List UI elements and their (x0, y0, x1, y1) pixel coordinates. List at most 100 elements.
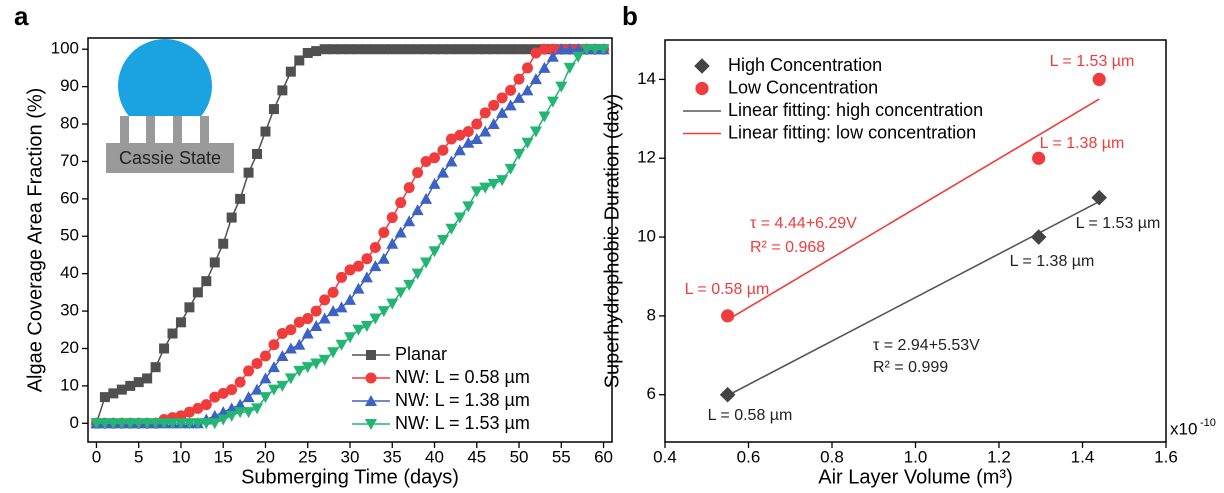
marker (115, 418, 128, 430)
marker (318, 312, 331, 324)
marker (445, 223, 458, 235)
marker (428, 246, 441, 258)
marker (285, 66, 296, 77)
marker (277, 85, 288, 96)
marker (360, 321, 373, 333)
marker (454, 44, 465, 55)
x-tick-label: 0.8 (820, 447, 844, 466)
legend-label: High Concentration (728, 55, 882, 75)
marker (497, 44, 508, 55)
marker (361, 253, 373, 265)
marker (429, 152, 441, 164)
marker (555, 81, 568, 93)
y-tick-label: 6 (647, 384, 656, 403)
marker (217, 414, 230, 426)
marker (208, 409, 221, 421)
marker (284, 373, 297, 385)
marker (208, 418, 221, 430)
marker (209, 257, 220, 268)
marker (446, 44, 457, 55)
marker (421, 44, 432, 55)
marker (235, 193, 246, 204)
marker (428, 177, 441, 189)
marker (436, 235, 449, 246)
y-axis-label: Superhydrophobic Duration (day) (601, 94, 623, 389)
marker (125, 380, 136, 391)
marker (529, 73, 542, 85)
annotation: L = 1.38 µm (1010, 253, 1095, 270)
marker (318, 354, 331, 366)
annotation: L = 1.53 µm (1050, 53, 1135, 70)
marker (1030, 229, 1047, 245)
marker (546, 50, 559, 62)
y-tick-label: 8 (647, 305, 656, 324)
marker (311, 46, 322, 57)
marker (488, 99, 500, 111)
marker (175, 317, 186, 328)
x-tick-label: 20 (256, 447, 275, 466)
x-tick-label: 60 (594, 447, 613, 466)
marker (201, 276, 212, 287)
marker (521, 84, 534, 96)
marker (319, 294, 331, 306)
y-axis-label: Algae Coverage Area Fraction (%) (24, 88, 46, 393)
marker (183, 418, 196, 430)
marker (327, 286, 339, 298)
marker (394, 287, 407, 299)
marker (479, 125, 492, 137)
marker (563, 62, 576, 74)
marker (546, 96, 559, 108)
marker (386, 298, 399, 310)
marker (150, 362, 161, 373)
marker (377, 252, 390, 264)
marker (310, 320, 323, 332)
marker (538, 43, 550, 55)
marker (479, 182, 492, 194)
marker (420, 155, 432, 167)
x-tick-label: 40 (425, 447, 444, 466)
marker (555, 43, 568, 55)
marker (538, 61, 551, 73)
marker (387, 44, 398, 55)
marker (268, 104, 279, 115)
y-tick-label: 10 (637, 227, 656, 246)
marker (242, 407, 255, 419)
marker (336, 44, 347, 55)
marker (183, 406, 195, 418)
marker (344, 264, 356, 276)
marker (293, 316, 305, 328)
marker (251, 403, 264, 415)
marker (429, 44, 440, 55)
marker (200, 399, 212, 411)
marker (1032, 151, 1046, 165)
legend-label: Planar (395, 344, 447, 364)
annotation: L = 1.53 µm (1076, 215, 1161, 232)
marker (563, 43, 576, 55)
y-tick-label: 14 (637, 69, 656, 88)
y-tick-label: 12 (637, 148, 656, 167)
marker (403, 215, 416, 227)
marker (99, 392, 110, 403)
marker (529, 126, 542, 138)
marker (462, 201, 475, 213)
marker (538, 111, 551, 123)
pillar (173, 116, 182, 143)
marker (437, 144, 449, 156)
marker (513, 73, 525, 85)
substrate (106, 143, 234, 173)
marker (294, 55, 305, 66)
marker (158, 418, 171, 430)
x-axis-label: Air Layer Volume (m³) (818, 466, 1013, 488)
x-multiplier: x10 (1170, 419, 1197, 438)
annotation: R² = 0.968 (750, 239, 825, 256)
annotation: L = 0.58 µm (685, 281, 770, 298)
marker (462, 126, 474, 138)
marker (514, 44, 525, 55)
y-tick-label: 80 (60, 114, 79, 133)
marker (327, 305, 340, 317)
marker (386, 237, 399, 249)
x-tick-label: 50 (510, 447, 529, 466)
marker (463, 44, 474, 55)
marker (411, 204, 424, 216)
